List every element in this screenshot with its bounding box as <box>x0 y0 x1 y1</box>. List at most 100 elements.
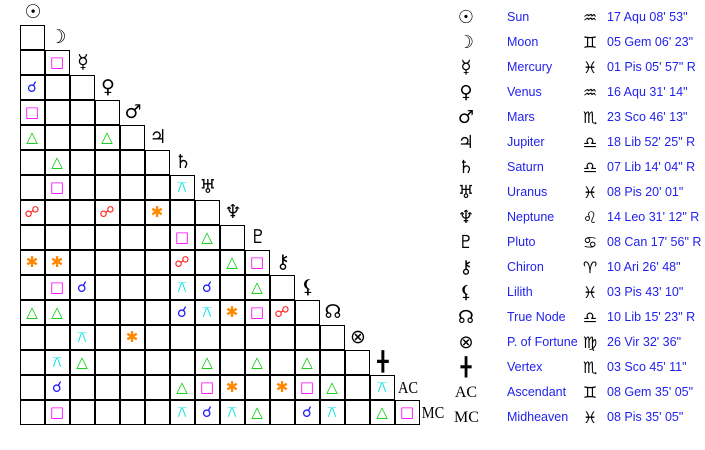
quincunx-aspect-icon: ⚻ <box>227 402 237 421</box>
planet-position: 08 Can 17' 56" R <box>607 235 702 249</box>
planet-position: 03 Pis 43' 10" <box>607 285 684 299</box>
gemini-icon: ♊ <box>582 383 598 402</box>
aspect-cell-vertex-neptune <box>219 349 245 375</box>
planet-position: 10 Lib 15' 23" R <box>607 310 696 324</box>
planet-position: 10 Ari 26' 48" <box>607 260 681 274</box>
aspect-cell-true-node-chiron: ☍ <box>269 299 295 325</box>
planet-name: Mercury <box>507 60 553 74</box>
planet-position: 16 Aqu 31' 14" <box>607 85 688 99</box>
aspect-cell-lilith-chiron <box>269 274 295 300</box>
aspect-cell-mars-moon <box>44 99 70 125</box>
quincunx-aspect-icon: ⚻ <box>202 302 212 321</box>
aspect-cell-venus-moon <box>44 74 70 100</box>
planet-name: Vertex <box>507 360 543 374</box>
aspect-cell-true-node-moon: △ <box>44 299 70 325</box>
trine-aspect-icon: △ <box>26 302 38 321</box>
planet-row-saturn: ♄ Saturn ♎ 07 Lib 14' 04" R <box>450 155 705 180</box>
aspect-cell-neptune-mercury <box>69 199 95 225</box>
conjunction-aspect-icon: ☌ <box>201 277 213 296</box>
aquarius-icon: ♒ <box>582 83 598 102</box>
aspect-cell-saturn-moon: △ <box>44 149 70 175</box>
aspect-cell-ascendant-sun <box>19 374 45 400</box>
aspect-cell-ascendant-neptune: ✱ <box>219 374 245 400</box>
aspect-cell-p-of-fortune-mars: ✱ <box>119 324 145 350</box>
planet-row-mercury: ☿ Mercury ♓ 01 Pis 05' 57" R <box>450 55 705 80</box>
planet-name: Midheaven <box>507 410 569 424</box>
sun-icon: ☉ <box>457 7 475 28</box>
aspect-cell-midheaven-mercury <box>69 399 95 425</box>
aspect-cell-ascendant-moon: ☌ <box>44 374 70 400</box>
aspect-cell-venus-mercury <box>69 74 95 100</box>
aspect-cell-pluto-mars <box>119 224 145 250</box>
aquarius-icon: ♒ <box>582 8 598 27</box>
aspect-cell-vertex-chiron <box>269 349 295 375</box>
planet-position: 18 Lib 52' 25" R <box>607 135 696 149</box>
square-aspect-icon: □ <box>49 177 65 196</box>
neptune-icon: ♆ <box>457 207 475 228</box>
aspect-cell-mars-mercury <box>69 99 95 125</box>
aspect-cell-midheaven-uranus: ☌ <box>194 399 220 425</box>
trine-aspect-icon: △ <box>101 127 113 146</box>
aspect-cell-vertex-venus <box>94 349 120 375</box>
aspect-cell-midheaven-p-of-fortune <box>344 399 370 425</box>
aspect-cell-true-node-mars <box>119 299 145 325</box>
true-node-glyph-icon: ☊ <box>324 300 342 323</box>
aspect-cell-true-node-neptune: ✱ <box>219 299 245 325</box>
aspect-cell-uranus-saturn: ⚻ <box>169 174 195 200</box>
aspect-cell-vertex-lilith: △ <box>294 349 320 375</box>
planet-row-vertex: ╋ Vertex ♏ 03 Sco 45' 11" <box>450 355 705 380</box>
aspect-cell-chiron-mercury <box>69 249 95 275</box>
pisces-icon: ♓ <box>582 283 598 302</box>
aspect-cell-jupiter-venus: △ <box>94 124 120 150</box>
planet-position: 23 Sco 46' 13" <box>607 110 688 124</box>
aspect-cell-ascendant-pluto <box>244 374 270 400</box>
libra-icon: ♎ <box>582 158 598 177</box>
aspect-cell-vertex-moon: ⚻ <box>44 349 70 375</box>
aspect-cell-saturn-mercury <box>69 149 95 175</box>
aspect-cell-p-of-fortune-neptune <box>219 324 245 350</box>
planet-row-lilith: ⚸ Lilith ♓ 03 Pis 43' 10" <box>450 280 705 305</box>
trine-aspect-icon: △ <box>201 227 213 246</box>
mars-glyph-icon: ♂ <box>124 100 142 123</box>
saturn-icon: ♄ <box>457 157 475 178</box>
aspect-cell-vertex-pluto: △ <box>244 349 270 375</box>
quincunx-aspect-icon: ⚻ <box>377 377 387 396</box>
aspect-cell-ascendant-lilith: □ <box>294 374 320 400</box>
aspect-cell-mercury-moon: □ <box>44 49 70 75</box>
conjunction-aspect-icon: ☌ <box>201 402 213 421</box>
square-aspect-icon: □ <box>49 402 65 421</box>
planet-row-pluto: ♇ Pluto ♋ 08 Can 17' 56" R <box>450 230 705 255</box>
aspect-cell-jupiter-sun: △ <box>19 124 45 150</box>
aspect-cell-lilith-jupiter <box>144 274 170 300</box>
gemini-icon: ♊ <box>582 33 598 52</box>
aspect-cell-midheaven-sun <box>19 399 45 425</box>
planet-row-ascendant: AC Ascendant ♊ 08 Gem 35' 05" <box>450 380 705 405</box>
aspect-cell-ascendant-vertex: ⚻ <box>369 374 395 400</box>
square-aspect-icon: □ <box>49 277 65 296</box>
planet-name: P. of Fortune <box>507 335 578 349</box>
aspect-cell-pluto-moon <box>44 224 70 250</box>
mars-icon: ♂ <box>457 107 475 128</box>
aspect-cell-lilith-mercury: ☌ <box>69 274 95 300</box>
square-aspect-icon: □ <box>249 302 265 321</box>
aspect-cell-p-of-fortune-true-node <box>319 324 345 350</box>
aspect-cell-true-node-jupiter <box>144 299 170 325</box>
aspect-cell-uranus-sun <box>19 174 45 200</box>
aspect-cell-chiron-saturn: ☍ <box>169 249 195 275</box>
ascendant-glyph-icon: AC <box>397 377 419 397</box>
aspect-cell-neptune-mars <box>119 199 145 225</box>
trine-aspect-icon: △ <box>251 352 263 371</box>
aspect-cell-vertex-uranus: △ <box>194 349 220 375</box>
aspect-cell-jupiter-moon <box>44 124 70 150</box>
aspect-cell-lilith-sun <box>19 274 45 300</box>
planet-position: 01 Pis 05' 57" R <box>607 60 696 74</box>
aspect-cell-chiron-moon: ✱ <box>44 249 70 275</box>
planet-row-true-node: ☊ True Node ♎ 10 Lib 15' 23" R <box>450 305 705 330</box>
aspect-cell-p-of-fortune-jupiter <box>144 324 170 350</box>
planet-name: Pluto <box>507 235 536 249</box>
ascendant-icon: AC <box>454 384 478 401</box>
conjunction-aspect-icon: ☌ <box>26 77 38 96</box>
aspect-cell-vertex-p-of-fortune <box>344 349 370 375</box>
planet-name: Saturn <box>507 160 544 174</box>
aspect-cell-true-node-venus <box>94 299 120 325</box>
